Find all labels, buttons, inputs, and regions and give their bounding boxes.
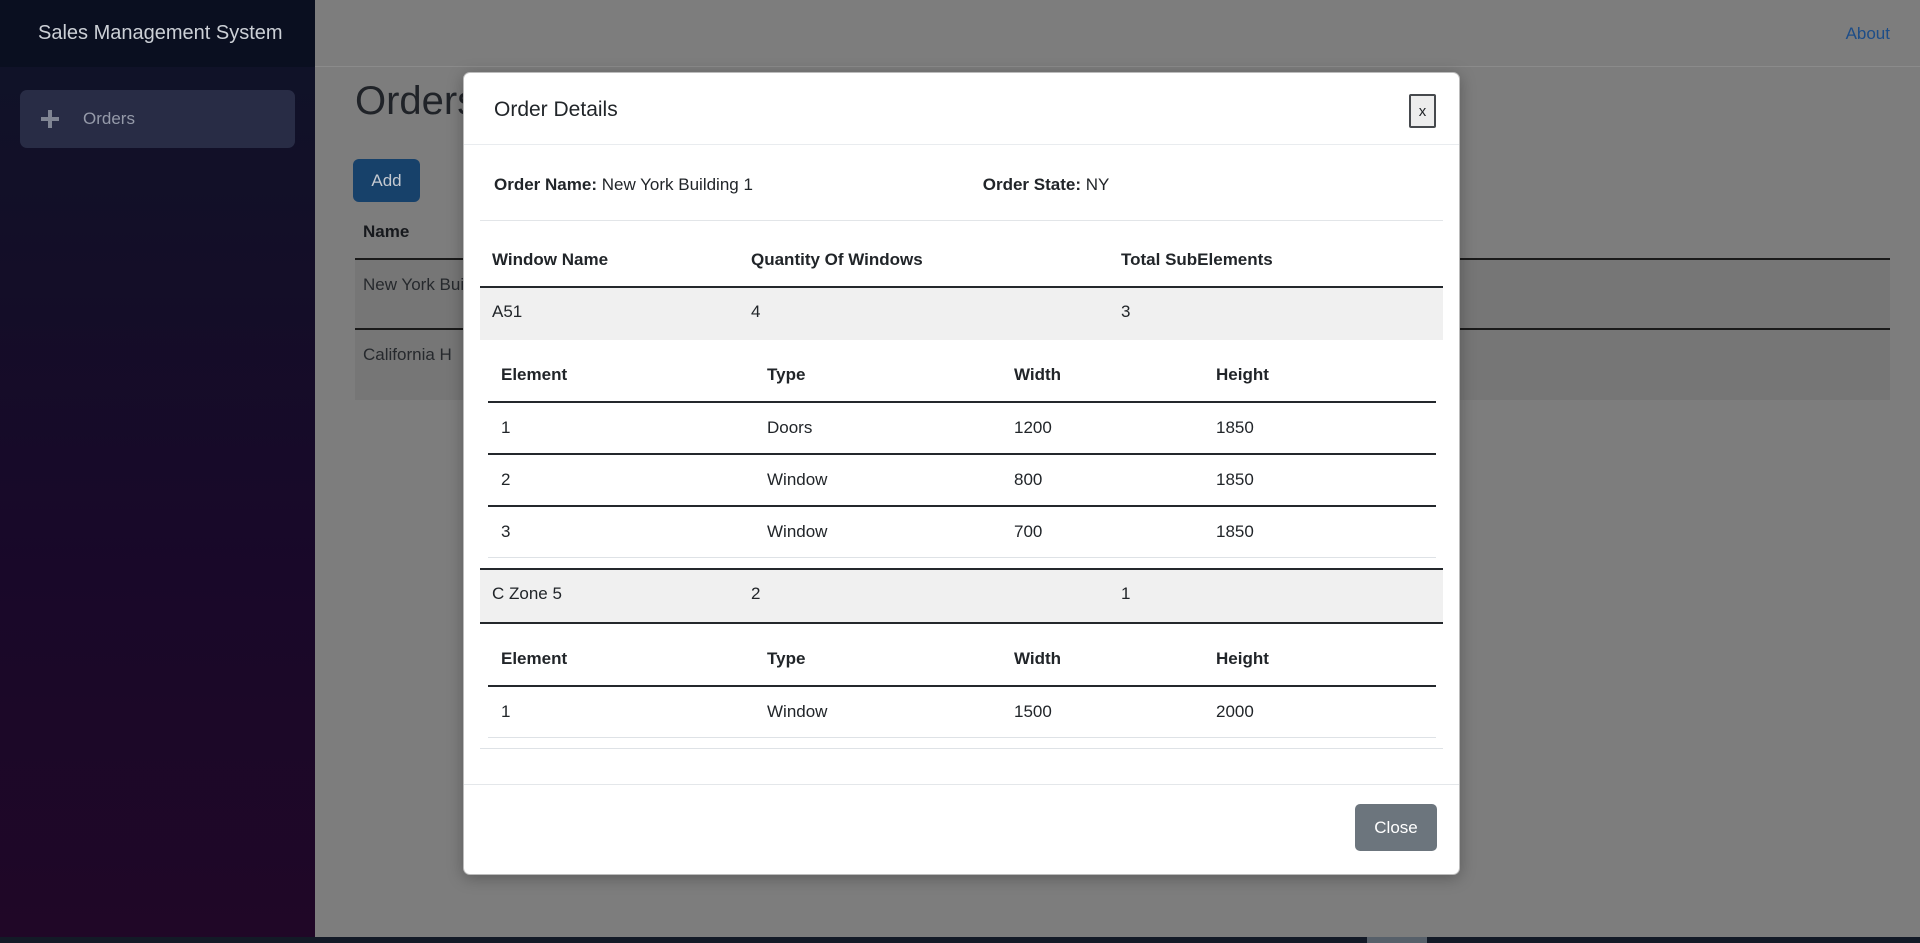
- windows-table: Window Name Quantity Of Windows Total Su…: [480, 235, 1443, 749]
- horizontal-scrollbar: [0, 937, 1920, 943]
- elements-col-type: Type: [754, 349, 1001, 403]
- plus-icon: [38, 107, 62, 131]
- height-cell: 1850: [1216, 418, 1254, 437]
- order-name-value: New York Building 1: [601, 175, 753, 194]
- element-row: 1 Doors 1200 1850: [488, 402, 1436, 454]
- sidebar-item-label: Orders: [83, 109, 135, 128]
- close-button[interactable]: Close: [1355, 804, 1437, 851]
- height-cell: 2000: [1216, 702, 1254, 721]
- window-total-cell: 3: [1109, 287, 1443, 340]
- modal-body: Order Name: New York Building 1 Order St…: [464, 145, 1459, 784]
- order-details-modal: Order Details x Order Name: New York Bui…: [463, 72, 1460, 875]
- window-quantity-cell: 4: [739, 287, 1109, 340]
- width-cell: 800: [1001, 453, 1203, 506]
- type-cell: Window: [754, 505, 1001, 558]
- order-state-value: NY: [1085, 175, 1110, 194]
- page-title: Orders: [355, 79, 478, 123]
- height-cell: 1850: [1203, 505, 1436, 558]
- element-cell: 1: [501, 418, 511, 437]
- elements-col-type: Type: [754, 633, 1001, 687]
- width-cell: 1500: [1014, 702, 1052, 721]
- navbar-brand-area: Sales Management System: [0, 0, 315, 67]
- scrollbar-thumb[interactable]: [1367, 937, 1427, 943]
- windows-col-total-subelements: Total SubElements: [1109, 235, 1443, 288]
- elements-table: Element Type Width Height 1 Doors: [488, 349, 1436, 558]
- window-name-cell: C Zone 5: [480, 568, 739, 624]
- height-cell: 1850: [1203, 453, 1436, 506]
- sidebar-item-orders[interactable]: Orders: [20, 90, 295, 148]
- elements-col-width: Width: [1001, 349, 1203, 403]
- window-total-cell: 1: [1109, 568, 1443, 624]
- windows-col-window-name: Window Name: [480, 235, 739, 288]
- order-name-label: Order Name:: [494, 175, 597, 194]
- info-divider: [480, 220, 1443, 221]
- modal-title: Order Details: [494, 98, 618, 121]
- elements-row-container: Element Type Width Height 1 Doors: [480, 340, 1443, 569]
- sidebar: Orders: [0, 67, 315, 943]
- windows-col-quantity: Quantity Of Windows: [739, 235, 1109, 288]
- elements-row-container: Element Type Width Height 1 Window: [480, 623, 1443, 749]
- navbar: About: [315, 0, 1920, 67]
- close-x-button[interactable]: x: [1409, 94, 1436, 128]
- element-cell: 1: [501, 702, 511, 721]
- window-group-row: A51 4 3: [480, 287, 1443, 340]
- type-cell: Doors: [767, 418, 813, 437]
- add-button[interactable]: Add: [353, 159, 420, 202]
- window-name-cell: A51: [480, 287, 739, 340]
- element-row: 3 Window 700 1850: [488, 505, 1436, 558]
- order-state-label: Order State:: [982, 175, 1081, 194]
- order-info-row: Order Name: New York Building 1 Order St…: [480, 157, 1443, 220]
- element-cell: 2: [488, 453, 754, 506]
- window-group-row: C Zone 5 2 1: [480, 568, 1443, 624]
- modal-footer: Close: [464, 784, 1459, 874]
- type-cell: Window: [767, 702, 828, 721]
- elements-col-height: Height: [1203, 633, 1436, 687]
- elements-col-width: Width: [1001, 633, 1203, 687]
- app-title: Sales Management System: [38, 22, 283, 44]
- type-cell: Window: [754, 453, 1001, 506]
- elements-col-height: Height: [1203, 349, 1436, 403]
- elements-col-element: Element: [488, 349, 754, 403]
- elements-table: Element Type Width Height 1 Window: [488, 633, 1436, 738]
- orders-table-header-name: Name: [363, 222, 410, 241]
- element-row: 1 Window 1500 2000: [488, 686, 1436, 738]
- window-quantity-cell: 2: [739, 568, 1109, 624]
- modal-header: Order Details x: [464, 73, 1459, 145]
- element-cell: 3: [488, 505, 754, 558]
- about-link[interactable]: About: [1845, 24, 1890, 43]
- width-cell: 700: [1001, 505, 1203, 558]
- elements-col-element: Element: [488, 633, 754, 687]
- order-row-name: California H: [363, 345, 452, 364]
- width-cell: 1200: [1014, 418, 1052, 437]
- element-row: 2 Window 800 1850: [488, 453, 1436, 506]
